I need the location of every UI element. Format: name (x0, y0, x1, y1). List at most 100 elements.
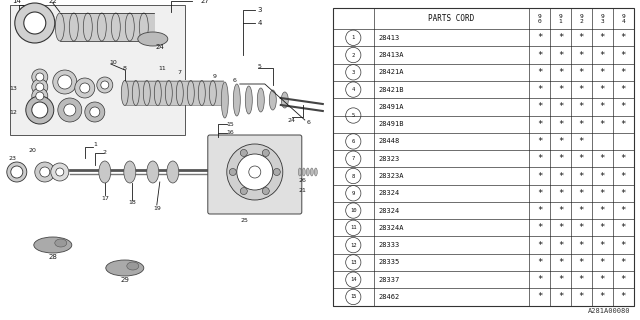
Text: *: * (579, 258, 584, 267)
Circle shape (101, 81, 109, 89)
Circle shape (227, 144, 283, 200)
Text: 28421B: 28421B (379, 87, 404, 92)
Text: 28462: 28462 (379, 294, 400, 300)
Text: 22: 22 (49, 0, 57, 4)
Text: *: * (600, 120, 605, 129)
Text: *: * (600, 258, 605, 267)
Text: *: * (537, 258, 542, 267)
Text: *: * (621, 241, 626, 250)
Ellipse shape (245, 86, 252, 114)
Text: *: * (621, 275, 626, 284)
Circle shape (53, 70, 77, 94)
Ellipse shape (314, 168, 317, 176)
Text: *: * (579, 85, 584, 94)
Text: 28: 28 (49, 254, 57, 260)
Ellipse shape (209, 81, 216, 106)
Text: 9
3: 9 3 (600, 13, 604, 24)
Circle shape (35, 162, 55, 182)
Ellipse shape (55, 13, 64, 41)
Text: *: * (621, 189, 626, 198)
Ellipse shape (122, 81, 128, 106)
Ellipse shape (257, 88, 264, 112)
Circle shape (40, 167, 50, 177)
Text: *: * (537, 189, 542, 198)
Text: 15: 15 (350, 294, 356, 300)
Text: 14: 14 (12, 0, 21, 4)
Text: 3: 3 (351, 70, 355, 75)
Circle shape (237, 154, 273, 190)
Text: 1: 1 (351, 35, 355, 40)
Text: 14: 14 (350, 277, 356, 282)
Text: *: * (600, 206, 605, 215)
Circle shape (80, 83, 90, 93)
Text: *: * (537, 33, 542, 42)
Text: *: * (537, 154, 542, 163)
Ellipse shape (97, 13, 106, 41)
Text: *: * (621, 51, 626, 60)
Text: *: * (621, 292, 626, 301)
Text: *: * (579, 68, 584, 77)
Text: *: * (600, 172, 605, 180)
Text: *: * (537, 137, 542, 146)
Ellipse shape (221, 82, 228, 118)
Text: 10: 10 (350, 208, 356, 213)
Ellipse shape (111, 13, 120, 41)
Ellipse shape (106, 260, 144, 276)
Text: 28421A: 28421A (379, 69, 404, 75)
Text: 24: 24 (156, 44, 164, 50)
Ellipse shape (125, 13, 134, 41)
Ellipse shape (188, 81, 195, 106)
Text: *: * (579, 275, 584, 284)
Text: *: * (579, 102, 584, 111)
Text: 11: 11 (158, 66, 166, 70)
Text: 18: 18 (128, 201, 136, 205)
Ellipse shape (69, 13, 78, 41)
Text: *: * (621, 206, 626, 215)
Text: *: * (579, 292, 584, 301)
Text: *: * (558, 51, 563, 60)
Text: 5: 5 (351, 113, 355, 118)
Text: *: * (579, 120, 584, 129)
Bar (125, 80, 224, 105)
Ellipse shape (55, 239, 67, 247)
Text: *: * (537, 223, 542, 232)
Text: *: * (621, 223, 626, 232)
Text: *: * (558, 120, 563, 129)
Text: *: * (579, 172, 584, 180)
Ellipse shape (99, 161, 111, 183)
Ellipse shape (83, 13, 92, 41)
Circle shape (32, 88, 48, 104)
Text: 7: 7 (351, 156, 355, 161)
Text: 28324: 28324 (379, 190, 400, 196)
Text: 21: 21 (299, 188, 307, 193)
Ellipse shape (282, 92, 288, 108)
Text: 3: 3 (257, 7, 262, 13)
Circle shape (32, 102, 48, 118)
Text: *: * (621, 85, 626, 94)
Ellipse shape (132, 81, 140, 106)
Bar (60, 13, 155, 41)
Text: 9
4: 9 4 (621, 13, 625, 24)
Text: 28324: 28324 (379, 208, 400, 213)
Text: 28448: 28448 (379, 139, 400, 144)
Circle shape (240, 149, 247, 156)
Text: 28413: 28413 (379, 35, 400, 41)
Circle shape (262, 188, 269, 195)
Text: 8: 8 (351, 173, 355, 179)
Ellipse shape (34, 237, 72, 253)
Text: 15: 15 (226, 122, 234, 126)
Text: 8: 8 (123, 66, 127, 70)
Ellipse shape (302, 168, 305, 176)
Text: 4: 4 (351, 87, 355, 92)
Text: *: * (558, 172, 563, 180)
Text: *: * (621, 154, 626, 163)
Text: 2: 2 (351, 52, 355, 58)
Text: 6: 6 (233, 77, 237, 83)
Circle shape (56, 168, 64, 176)
Text: 1: 1 (93, 142, 97, 148)
Text: *: * (600, 102, 605, 111)
Circle shape (243, 160, 267, 184)
Circle shape (15, 3, 55, 43)
Text: 28324A: 28324A (379, 225, 404, 231)
Circle shape (36, 92, 44, 100)
